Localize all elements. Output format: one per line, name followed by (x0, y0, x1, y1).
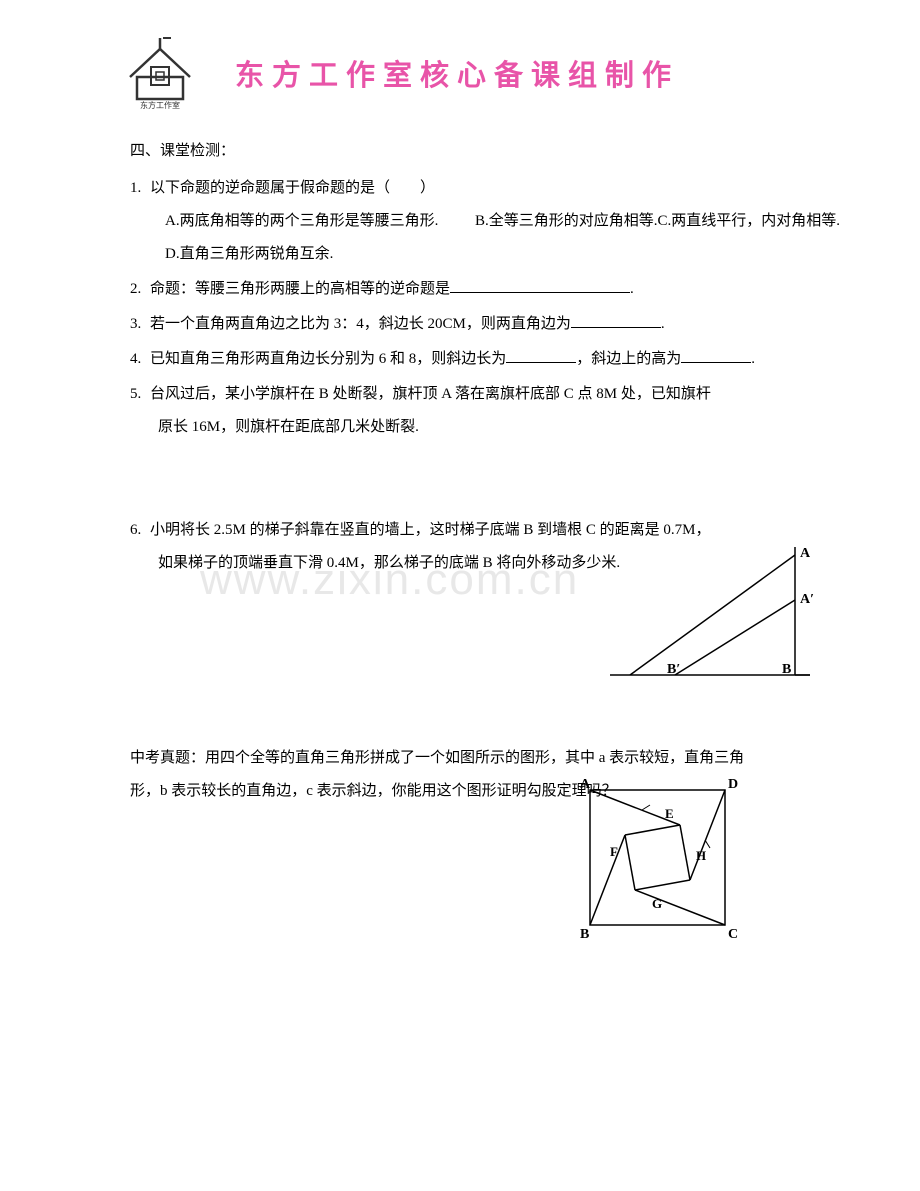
page-header: 东方工作室 东方工作室核心备课组制作 (115, 35, 820, 110)
fig2-label-G: G (652, 896, 662, 911)
q5-number: 5. (130, 378, 150, 411)
q1-option-d: D.直角三角形两锐角互余. (165, 238, 333, 271)
fig2-label-C: C (728, 927, 738, 942)
fig2-label-F: F (610, 844, 618, 859)
q3-blank (571, 312, 661, 328)
q2-text-a: 命题：等腰三角形两腰上的高相等的逆命题是 (150, 281, 450, 297)
q3-text-b: . (661, 316, 665, 332)
zhongkao-question: 中考真题：用四个全等的直角三角形拼成了一个如图所示的图形，其中 a 表示较短，直… (130, 742, 920, 808)
q6-text-a: 小明将长 2.5M 的梯子斜靠在竖直的墙上，这时梯子底端 B 到墙根 C 的距离… (150, 522, 710, 538)
document-content: 四、课堂检测： 1.以下命题的逆命题属于假命题的是（ ） A.两底角相等的两个三… (130, 135, 920, 808)
question-5: 5.台风过后，某小学旗杆在 B 处断裂，旗杆顶 A 落在离旗杆底部 C 点 8M… (130, 378, 920, 444)
zhongkao-line2: 形，b 表示较长的直角边，c 表示斜边，你能用这个图形证明勾股定理吗？ (130, 775, 920, 808)
question-4: 4.已知直角三角形两直角边长分别为 6 和 8，则斜边长为 ，斜边上的高为. (130, 343, 920, 376)
q4-text-c: . (751, 351, 755, 367)
question-3: 3.若一个直角两直角边之比为 3：4，斜边长 20CM，则两直角边为. (130, 308, 920, 341)
q2-text-b: . (630, 281, 634, 297)
q1-number: 1. (130, 172, 150, 205)
brand-logo: 东方工作室 (115, 35, 205, 110)
q4-blank1 (506, 347, 576, 363)
q2-number: 2. (130, 273, 150, 306)
question-2: 2.命题：等腰三角形两腰上的高相等的逆命题是. (130, 273, 920, 306)
q1-option-c: C.两直线平行，内对角相等. (658, 205, 920, 238)
q1-option-a: A.两底角相等的两个三角形是等腰三角形. (165, 205, 475, 238)
question-1: 1.以下命题的逆命题属于假命题的是（ ） A.两底角相等的两个三角形是等腰三角形… (130, 172, 920, 271)
fig2-label-B: B (580, 927, 589, 942)
q6-number: 6. (130, 514, 150, 547)
zhongkao-line1: 中考真题：用四个全等的直角三角形拼成了一个如图所示的图形，其中 a 表示较短，直… (130, 750, 744, 766)
q3-text-a: 若一个直角两直角边之比为 3：4，斜边长 20CM，则两直角边为 (150, 316, 571, 332)
fig2-label-E: E (665, 806, 674, 821)
section-title: 四、课堂检测： (130, 135, 920, 168)
q4-number: 4. (130, 343, 150, 376)
q1-text: 以下命题的逆命题属于假命题的是（ ） (150, 180, 435, 196)
q3-number: 3. (130, 308, 150, 341)
fig2-label-H: H (696, 848, 706, 863)
q1-option-b: B.全等三角形的对应角相等. (475, 205, 658, 238)
q6-text-b: 如果梯子的顶端垂直下滑 0.4M，那么梯子的底端 B 将向外移动多少米. (130, 547, 920, 580)
q4-text-a: 已知直角三角形两直角边长分别为 6 和 8，则斜边长为 (150, 351, 506, 367)
brand-title: 东方工作室核心备课组制作 (235, 52, 679, 94)
logo-caption: 东方工作室 (140, 100, 180, 110)
figure1-space (130, 582, 920, 732)
question-6: 6.小明将长 2.5M 的梯子斜靠在竖直的墙上，这时梯子底端 B 到墙根 C 的… (130, 514, 920, 580)
q4-text-b: ，斜边上的高为 (576, 351, 681, 367)
spacer (130, 446, 920, 514)
q4-blank2 (681, 347, 751, 363)
q2-blank (450, 277, 630, 293)
q5-text-a: 台风过后，某小学旗杆在 B 处断裂，旗杆顶 A 落在离旗杆底部 C 点 8M 处… (150, 386, 711, 402)
q5-text-b: 原长 16M，则旗杆在距底部几米处断裂. (130, 411, 920, 444)
